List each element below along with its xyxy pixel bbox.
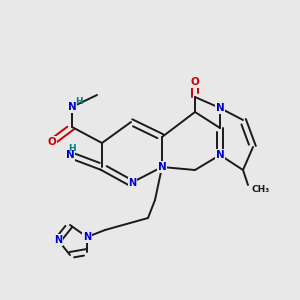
Text: N: N — [158, 162, 166, 172]
Text: N: N — [216, 103, 224, 113]
Text: O: O — [48, 137, 56, 147]
Text: CH₃: CH₃ — [251, 185, 269, 194]
Text: N: N — [216, 150, 224, 160]
Text: O: O — [190, 77, 200, 87]
Text: N: N — [54, 235, 62, 245]
Text: H: H — [75, 97, 83, 106]
Text: N: N — [68, 102, 76, 112]
Text: N: N — [128, 178, 136, 188]
Text: N: N — [66, 150, 74, 160]
Text: N: N — [83, 232, 91, 242]
Text: H: H — [68, 144, 75, 153]
